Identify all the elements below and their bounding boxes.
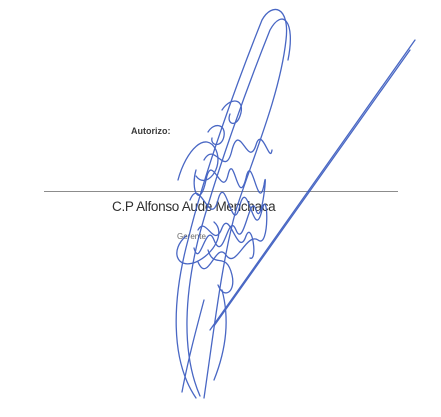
signer-name: C.P Alfonso Aude Menchaca bbox=[112, 199, 276, 214]
authorization-label: Autorizo: bbox=[131, 126, 171, 136]
signature-line bbox=[44, 191, 398, 192]
signer-role: Gerente bbox=[177, 232, 206, 241]
